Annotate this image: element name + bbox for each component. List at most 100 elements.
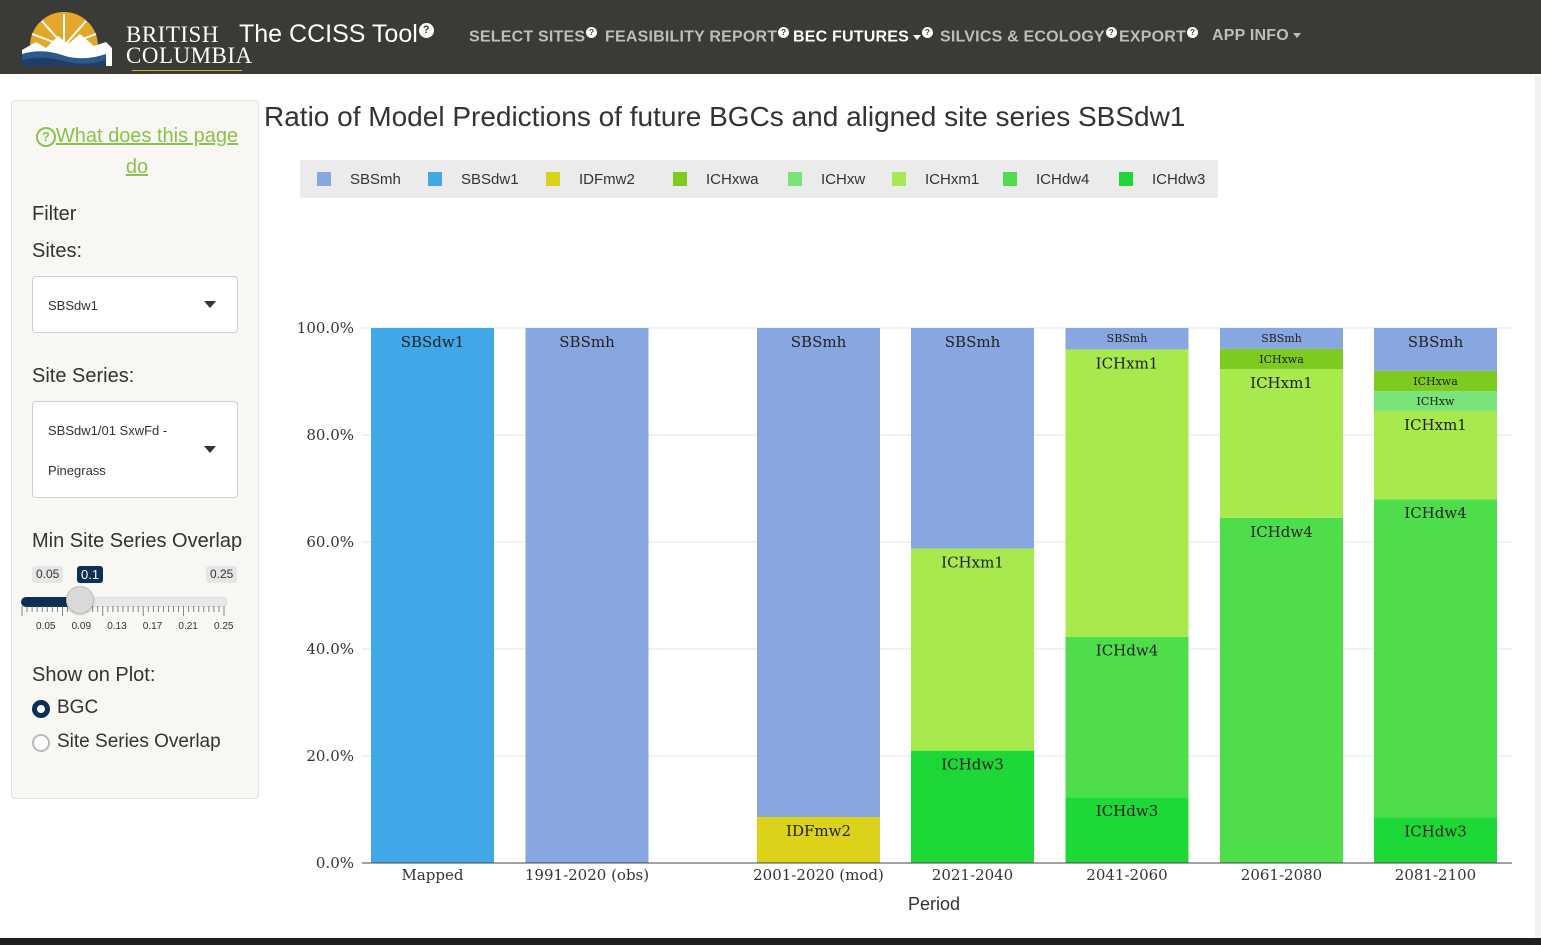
site-series-select[interactable]: SBSdw1/01 SxwFd - Pinegrass (32, 401, 238, 498)
bar-segment-label: ICHxm1 (1404, 416, 1467, 434)
help-icon[interactable]: ? (921, 27, 933, 38)
legend-swatch (546, 172, 560, 186)
legend-swatch (892, 172, 906, 186)
slider-min-label: 0.05 (32, 566, 64, 583)
bar-segment-label: SBSmh (1408, 333, 1464, 351)
help-icon[interactable]: ? (1105, 27, 1117, 38)
legend-swatch (428, 172, 442, 186)
overlap-label: Min Site Series Overlap (32, 530, 243, 552)
bar-segment (1374, 370, 1497, 392)
bar-segment-label: ICHxm1 (1250, 374, 1313, 392)
show-on-plot-label: Show on Plot: (32, 664, 156, 686)
nav-silvics-ecology[interactable]: SILVICS & ECOLOGY? (940, 27, 1117, 46)
slider-tick-label: 0.17 (142, 621, 163, 632)
sidebar-panel: ? What does this page do Filter Sites: SB… (11, 100, 259, 799)
caret-down-icon (1292, 33, 1301, 39)
x-tick-label: 1991-2020 (obs) (525, 866, 649, 884)
logo-line-2: COLUMBIA (126, 43, 253, 68)
legend-item[interactable]: IDFmw2 (546, 171, 635, 188)
legend-label: ICHxm1 (925, 171, 980, 188)
bar-segment-label: ICHdw4 (1404, 504, 1466, 522)
navbar: BRITISH COLUMBIA The CCISS Tool? SELECT … (0, 0, 1541, 80)
legend-item[interactable]: SBSdw1 (428, 171, 519, 188)
bar-segment-label: SBSdw1 (401, 333, 465, 351)
legend-item[interactable]: ICHdw3 (1119, 171, 1205, 188)
help-icon[interactable]: ? (778, 27, 790, 38)
bc-logo[interactable]: BRITISH COLUMBIA (22, 8, 252, 80)
help-icon[interactable]: ? (418, 22, 434, 38)
slider-tick-label: 0.13 (107, 621, 127, 632)
legend-swatch (1119, 172, 1133, 186)
bar-segment-label: ICHxwa (1259, 353, 1304, 366)
filter-heading: Filter (32, 203, 77, 225)
x-tick-label: 2001-2020 (mod) (753, 866, 884, 884)
slider-tick-label: 0.21 (178, 621, 198, 632)
sites-select-value: SBSdw1 (48, 298, 98, 313)
legend-label: IDFmw2 (579, 171, 635, 188)
bar-segment-label: IDFmw2 (786, 822, 851, 840)
overlap-slider-fill (21, 597, 81, 607)
caret-down-icon (912, 34, 921, 40)
radio-site-series-overlap[interactable] (32, 734, 50, 752)
bar-segment-label: SBSmh (1261, 332, 1302, 345)
sites-label: Sites: (32, 240, 83, 262)
chevron-down-icon (204, 446, 216, 453)
slider-tick-label: 0.05 (36, 621, 56, 632)
app-title[interactable]: The CCISS Tool? (239, 20, 434, 49)
sites-select[interactable]: SBSdw1 (32, 276, 238, 333)
site-series-value-line1: SBSdw1/01 SxwFd - (48, 423, 168, 438)
legend-label: ICHdw4 (1036, 171, 1090, 188)
site-series-value-line2: Pinegrass (48, 463, 106, 478)
help-icon[interactable]: ? (586, 27, 598, 38)
slider-ticks (21, 606, 225, 616)
bar-segment (911, 750, 1034, 863)
radio-bgc[interactable] (32, 700, 50, 718)
x-tick-label: 2041-2060 (1086, 866, 1167, 884)
site-series-label: Site Series: (32, 365, 135, 387)
nav-app-info[interactable]: APP INFO (1212, 27, 1301, 45)
legend-swatch (317, 172, 331, 186)
legend-label: ICHxwa (706, 171, 759, 188)
bar-segment-label: SBSmh (945, 333, 1001, 351)
overlap-slider-handle[interactable] (66, 586, 94, 614)
bar-segment-label: ICHxm1 (1096, 354, 1159, 372)
help-icon[interactable]: ? (1187, 27, 1198, 38)
sun-mountain-logo-icon (22, 12, 112, 80)
bar-segment (1374, 328, 1497, 371)
radio-label[interactable]: Site Series Overlap (57, 731, 221, 752)
nav-select-sites[interactable]: SELECT SITES? (469, 27, 598, 46)
chart-title: Ratio of Model Predictions of future BGC… (264, 101, 1186, 132)
bar-segment-label: ICHxm1 (941, 553, 1004, 571)
help-link[interactable]: ? What does this page do (32, 121, 242, 183)
legend-item[interactable]: ICHxw (788, 171, 865, 188)
legend-item[interactable]: SBSmh (317, 171, 401, 188)
y-tick-label: 80.0% (306, 426, 354, 444)
nav-feasibility-report[interactable]: FEASIBILITY REPORT? (605, 27, 790, 46)
bar-segment (1220, 348, 1343, 370)
bar-segment-label: SBSmh (791, 333, 847, 351)
legend-label: SBSmh (350, 171, 401, 188)
bar-segment (1220, 369, 1343, 518)
bar-segment (1220, 517, 1343, 863)
legend-swatch (788, 172, 802, 186)
bar-segment-label: ICHdw4 (1250, 523, 1312, 541)
chevron-down-icon (204, 301, 216, 308)
nav-bec-futures[interactable]: BEC FUTURES? (793, 27, 933, 46)
slider-value-label: 0.1 (77, 566, 104, 583)
nav-export[interactable]: EXPORT? (1119, 27, 1198, 46)
radio-label[interactable]: BGC (57, 697, 99, 718)
bar-segment-label: SBSmh (1107, 332, 1148, 345)
slider-tick-label: 0.25 (214, 621, 234, 632)
legend-item[interactable]: ICHxwa (673, 171, 759, 188)
help-link-text[interactable]: What does this page do (55, 125, 239, 178)
bar-segment (1374, 410, 1497, 500)
bar-segment-label: ICHdw3 (941, 756, 1003, 774)
bar-segment (1065, 328, 1189, 350)
vertical-scrollbar[interactable] (1535, 76, 1541, 938)
bar-segment-label: SBSmh (559, 333, 615, 351)
nav-label: BEC FUTURES (793, 28, 909, 46)
legend-item[interactable]: ICHdw4 (1003, 171, 1089, 188)
legend-item[interactable]: ICHxm1 (892, 171, 979, 188)
bar-segment-label: ICHxwa (1413, 375, 1458, 388)
bar-segment (525, 328, 649, 863)
